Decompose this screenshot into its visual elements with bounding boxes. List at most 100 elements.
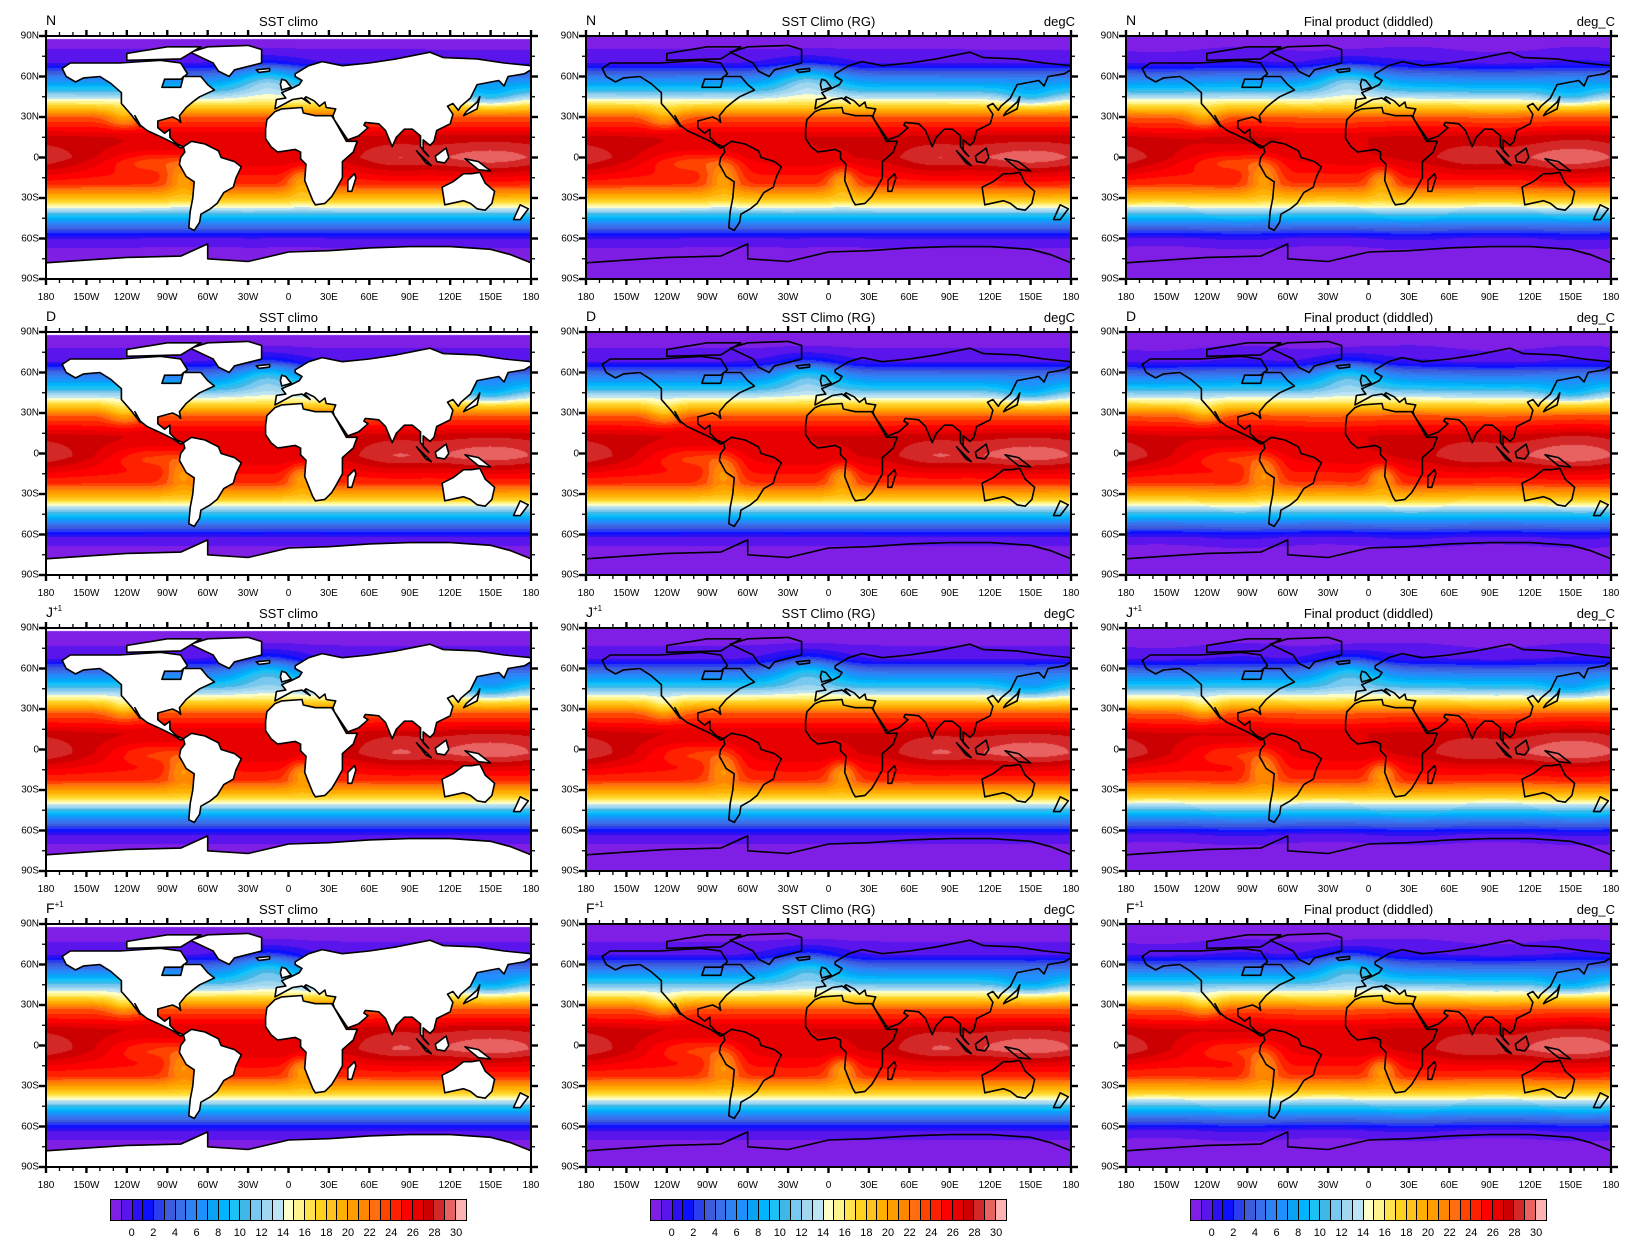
lon-label: 60E: [1440, 884, 1459, 895]
coastline-north-america: [61, 947, 216, 1037]
coastline-australia: [441, 467, 496, 507]
coastline-antarctica: [45, 539, 532, 576]
colorbar-label: 8: [215, 1227, 222, 1239]
colorbar-box: [1406, 1200, 1418, 1220]
lat-label: 90N: [20, 918, 39, 930]
lon-label: 150E: [478, 588, 503, 599]
coastline-sumatra: [955, 742, 973, 759]
lon-label: 0: [825, 884, 832, 895]
sst-field: [586, 924, 1071, 1167]
lon-label: 60E: [360, 292, 379, 303]
coastline-new-zealand: [512, 204, 530, 221]
coastline-new-guinea: [1004, 158, 1032, 172]
colorbar-box: [1212, 1200, 1224, 1220]
lon-label: 150E: [1558, 1180, 1583, 1191]
lon-label: 120E: [438, 884, 462, 895]
year-offset: +1: [54, 900, 64, 909]
lon-label: 90E: [400, 292, 419, 303]
colorbar-box: [261, 1200, 273, 1220]
lon-label: 90E: [940, 884, 959, 895]
colorbar-box: [942, 1200, 953, 1220]
lat-label: 30N: [1100, 703, 1119, 715]
colorbar-box: [423, 1200, 435, 1220]
colorbar-box: [251, 1200, 262, 1220]
coastline-japan: [1002, 96, 1021, 117]
colorbar-label: 10: [1313, 1227, 1326, 1239]
lat-label: 60S: [561, 1121, 579, 1132]
coastline-greenland: [1269, 932, 1343, 966]
lon-label: 90W: [1236, 1180, 1258, 1191]
coastline-north-america: [601, 59, 756, 149]
lon-label: 60W: [197, 292, 218, 303]
coastline-madagascar: [347, 468, 357, 489]
map-overlay: [39, 622, 538, 877]
month-label: D: [1126, 308, 1136, 324]
year-offset: +1: [594, 900, 604, 909]
lon-label: 60E: [900, 884, 919, 895]
lon-label: 150W: [73, 1180, 100, 1191]
coastline-north-america: [61, 651, 216, 741]
coastline-iceland: [795, 659, 811, 666]
coastline-africa: [264, 994, 358, 1094]
lon-label: 150E: [1018, 588, 1043, 599]
colorbar-label: 30: [450, 1227, 463, 1239]
lon-label: 60W: [197, 1180, 218, 1191]
colorbar-box: [726, 1200, 738, 1220]
coastline-arctic-islands: [1206, 638, 1282, 654]
coastline-japan: [1542, 984, 1561, 1005]
colorbar-label: 16: [838, 1227, 851, 1239]
year-offset: +1: [1133, 604, 1143, 613]
lat-label: 60S: [21, 233, 39, 244]
coastline-japan: [462, 392, 481, 413]
coastline-japan: [462, 96, 481, 117]
sst-field: [586, 332, 1071, 575]
lon-label: 30W: [777, 588, 799, 599]
coastline-north-america: [601, 651, 756, 741]
lon-label: 120E: [978, 884, 1002, 895]
lon-label: 30E: [860, 588, 878, 599]
lon-label: 0: [1365, 588, 1372, 599]
lat-label: 30N: [560, 999, 579, 1011]
coastline-borneo: [434, 147, 450, 164]
panel-title: SST Climo (RG): [781, 606, 876, 621]
units-label: deg_C: [1576, 606, 1615, 621]
coastline-new-guinea: [464, 1046, 492, 1060]
coastline-south-america: [178, 732, 243, 824]
lat-label: 90S: [21, 865, 39, 877]
lat-label: 30S: [561, 784, 579, 796]
lon-label: 30W: [237, 588, 259, 599]
lat-label: 60S: [21, 1121, 39, 1132]
lon-label: 180: [1117, 588, 1135, 599]
coastline-new-zealand: [1052, 796, 1070, 813]
coastline-antarctica: [45, 835, 532, 872]
month-letter: J: [1126, 604, 1133, 620]
coastline-madagascar: [1427, 172, 1437, 193]
map-panel-f-1: SST climo F+1 90N 60N 30N 0 30S 60S 90S 180 150W 12…: [21, 900, 540, 1191]
month-label: D: [586, 308, 596, 324]
lon-label: 150E: [1558, 292, 1583, 303]
colorbar-box: [175, 1200, 187, 1220]
coastline-australia: [441, 1059, 496, 1099]
lat-label: 90S: [1101, 1161, 1119, 1173]
coastline-sumatra: [415, 150, 433, 167]
lon-label: 60E: [360, 1180, 379, 1191]
lat-label: 90S: [21, 569, 39, 581]
panel-title: SST Climo (RG): [781, 14, 876, 29]
coastline-eurasia: [274, 347, 532, 453]
coastline-britain: [819, 966, 832, 979]
coastline-australia: [1521, 171, 1576, 211]
colorbar-box: [456, 1200, 466, 1220]
coastline-japan: [1542, 392, 1561, 413]
coastline-arctic-islands: [666, 638, 742, 654]
coastline-north-america: [601, 947, 756, 1037]
coastline-australia: [981, 467, 1036, 507]
coastline-iceland: [255, 67, 271, 74]
coastline-new-zealand: [1052, 500, 1070, 517]
month-letter: F: [1126, 900, 1135, 916]
colorbar-box: [240, 1200, 252, 1220]
lat-label: 60S: [1101, 233, 1119, 244]
colorbar-box: [348, 1200, 359, 1220]
lon-label: 150W: [73, 588, 100, 599]
coastline-north-america: [1141, 355, 1296, 445]
colorbar-box: [1471, 1200, 1483, 1220]
